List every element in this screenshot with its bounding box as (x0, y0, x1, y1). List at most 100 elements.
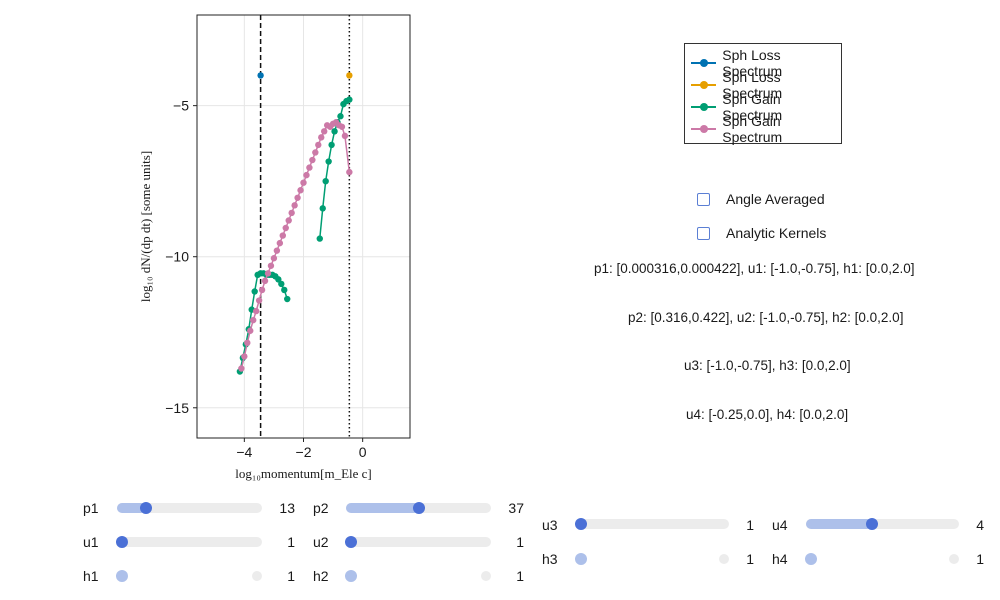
series-3-point (341, 132, 349, 140)
series-3-point (250, 316, 257, 324)
series-3-point (306, 164, 313, 171)
analytic-kernels-toggle[interactable]: Analytic Kernels (697, 225, 826, 241)
legend-label: Sph Gain Spectrum (722, 113, 783, 145)
slider-label-u1: u1 (83, 534, 99, 550)
slider-knob[interactable] (116, 570, 128, 582)
slider-value-p2: 37 (508, 500, 524, 516)
toggle-label: Angle Averaged (726, 191, 825, 207)
slider-value-u4: 4 (976, 517, 984, 533)
slider-knob[interactable] (345, 536, 357, 548)
series-2-point (275, 276, 282, 283)
slider-knob[interactable] (575, 518, 587, 530)
slider-knob[interactable] (805, 553, 817, 565)
series-0-point (257, 72, 264, 79)
slider-value-u2: 1 (516, 534, 524, 550)
series-2b-point (316, 235, 323, 242)
series-3-point (315, 141, 322, 149)
y-tick-label: −10 (165, 249, 189, 265)
series-3-point (247, 327, 254, 334)
slider-endcap (481, 571, 491, 581)
slider-value-h1: 1 (287, 568, 295, 584)
slider-label-h4: h4 (772, 551, 788, 567)
slider-p1[interactable] (117, 502, 262, 514)
series-2-point (278, 280, 285, 288)
slider-fill (346, 503, 419, 513)
slider-h3[interactable] (575, 553, 729, 565)
slider-h2[interactable] (345, 570, 491, 582)
series-3-point (338, 123, 346, 130)
slider-label-p1: p1 (83, 500, 99, 516)
slider-knob[interactable] (345, 570, 357, 582)
angle-averaged-toggle[interactable]: Angle Averaged (697, 191, 825, 207)
slider-u1[interactable] (116, 536, 262, 548)
y-tick-label: −15 (165, 400, 189, 416)
slider-value-u3: 1 (746, 517, 754, 533)
legend-swatch-icon (691, 100, 717, 114)
series-3-point (264, 270, 272, 277)
series-3-point (238, 365, 245, 372)
series-2-point (284, 295, 291, 303)
series-3-point (267, 262, 275, 269)
series-3-point (261, 277, 269, 285)
slider-value-h4: 1 (976, 551, 984, 567)
slider-endcap (252, 571, 262, 581)
slider-knob[interactable] (413, 502, 425, 514)
range-info-line-4: u4: [-0.25,0.0], h4: [0.0,2.0] (686, 407, 849, 422)
series-2b-point (322, 177, 329, 185)
legend-entry-gain-green: Sph Gain Spectrum (685, 91, 841, 123)
slider-u3[interactable] (575, 518, 729, 530)
series-2b-point (331, 128, 338, 135)
slider-p2[interactable] (346, 502, 491, 514)
checkbox-icon[interactable] (697, 226, 710, 240)
y-axis-label: log₁₀ dN/(dp dt) [some units] (138, 151, 153, 302)
series-3-point (303, 171, 310, 179)
series-3-point (346, 168, 353, 176)
series-2-point (281, 286, 288, 294)
slider-label-h3: h3 (542, 551, 558, 567)
slider-label-u4: u4 (772, 517, 788, 533)
slider-h1[interactable] (116, 570, 262, 582)
legend-swatch-icon (691, 78, 717, 92)
slider-knob[interactable] (116, 536, 128, 548)
legend-swatch-icon (691, 56, 717, 70)
x-tick-label: 0 (359, 444, 367, 460)
series-3-point (270, 255, 278, 262)
slider-endcap (949, 554, 959, 564)
y-tick-label: −5 (173, 98, 189, 114)
legend-entry-gain-pink: Sph Gain Spectrum (685, 113, 841, 145)
range-info-line-1: p1: [0.000316,0.000422], u1: [-1.0,-0.75… (594, 261, 915, 276)
series-2b-point (325, 158, 332, 165)
series-3-point (279, 232, 286, 239)
series-2b-point (328, 141, 335, 149)
series-3-point (285, 217, 292, 224)
series-3-point (244, 339, 251, 347)
legend-swatch-icon (691, 122, 717, 136)
series-3-point (282, 224, 289, 232)
slider-value-h3: 1 (746, 551, 754, 567)
slider-knob[interactable] (866, 518, 878, 530)
series-3-point (255, 297, 263, 304)
slider-label-u3: u3 (542, 517, 558, 533)
slider-h4[interactable] (805, 553, 959, 565)
series-3-point (294, 194, 301, 201)
checkbox-icon[interactable] (697, 192, 710, 206)
series-3-point (321, 128, 328, 135)
series-3-point (241, 353, 248, 360)
x-axis-label: log₁₀momentum[m_Ele c] (235, 466, 372, 481)
slider-u4[interactable] (806, 518, 959, 530)
slider-value-p1: 13 (279, 500, 295, 516)
series-2-point (251, 288, 258, 295)
slider-knob[interactable] (140, 502, 152, 514)
series-1-point (346, 72, 353, 79)
slider-u2[interactable] (345, 536, 491, 548)
slider-fill (117, 503, 146, 513)
legend-entry-loss-orange: Sph Loss Spectrum (685, 69, 841, 101)
slider-knob[interactable] (575, 553, 587, 565)
range-info-line-3: u3: [-1.0,-0.75], h3: [0.0,2.0] (684, 358, 851, 373)
legend-label: Sph Loss Spectrum (722, 69, 783, 101)
slider-fill (806, 519, 872, 529)
series-3-point (273, 247, 281, 254)
series-3-point (312, 149, 319, 156)
series-3-point (300, 179, 307, 186)
